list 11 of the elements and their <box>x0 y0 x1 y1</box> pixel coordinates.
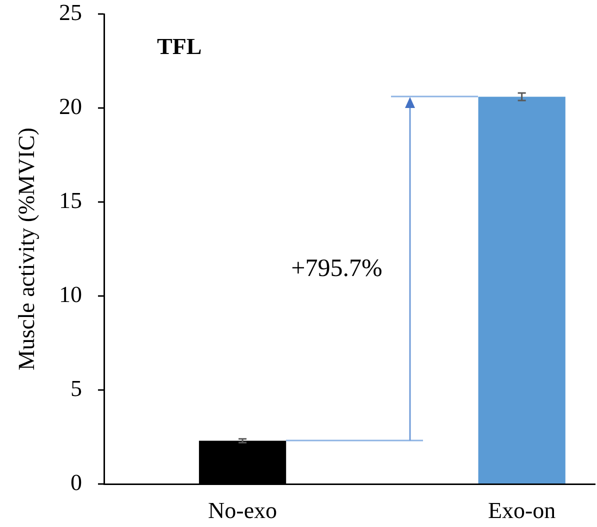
y-tick-label: 25 <box>59 0 82 26</box>
y-tick-label: 15 <box>59 188 82 214</box>
y-tick-label: 0 <box>70 470 82 496</box>
annotation: +795.7% <box>291 255 382 282</box>
y-axis-title: Muscle activity (%MVIC) <box>14 128 39 370</box>
text: TFL <box>157 34 202 59</box>
x-tick-label: Exo-on <box>488 498 556 523</box>
x-tick-label: No-exo <box>208 498 278 523</box>
y-tick-label: 10 <box>59 282 82 308</box>
y-tick-label: 20 <box>59 94 82 120</box>
y-tick-label: 5 <box>70 376 82 402</box>
